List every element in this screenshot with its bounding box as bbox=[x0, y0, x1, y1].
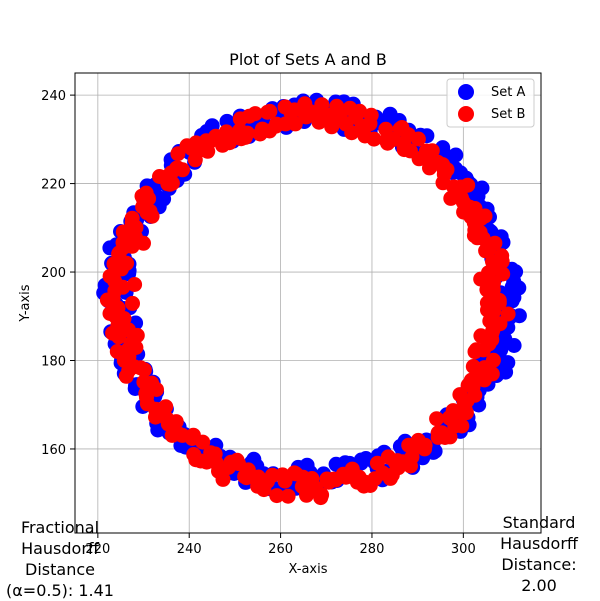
standard-hausdorff-annotation: Standard Hausdorff Distance: 2.00 bbox=[500, 513, 578, 595]
scatter-point-set-b bbox=[260, 104, 275, 120]
scatter-point-set-b bbox=[445, 403, 461, 419]
scatter-point-set-b bbox=[184, 141, 200, 156]
y-tick-label: 200 bbox=[41, 266, 66, 281]
scatter-point-set-b bbox=[429, 411, 445, 427]
scatter-point-set-b bbox=[124, 238, 140, 254]
scatter-point-set-b bbox=[500, 306, 516, 322]
scatter-point-set-b bbox=[435, 157, 451, 173]
scatter-point-set-b bbox=[136, 235, 151, 251]
chart-title: Plot of Sets A and B bbox=[229, 50, 387, 69]
scatter-point-set-b bbox=[417, 441, 433, 457]
data-points bbox=[96, 92, 527, 506]
scatter-point-set-b bbox=[487, 235, 503, 251]
scatter-point-set-b bbox=[485, 352, 501, 368]
scatter-point-set-b bbox=[430, 429, 446, 445]
scatter-point-set-b bbox=[160, 176, 176, 192]
scatter-point-set-b bbox=[491, 295, 507, 311]
legend-label-set-a: Set A bbox=[491, 85, 525, 100]
y-tick-label: 240 bbox=[41, 89, 66, 104]
scatter-point-set-b bbox=[193, 453, 209, 469]
scatter-point-set-b bbox=[280, 488, 296, 504]
scatter-point-set-b bbox=[127, 277, 143, 292]
legend-label-set-b: Set B bbox=[491, 107, 525, 122]
scatter-point-set-b bbox=[144, 208, 160, 224]
x-tick-label: 280 bbox=[360, 542, 385, 557]
fractional-hausdorff-annotation: Fractional Hausdorff Distance (α=0.5): 1… bbox=[6, 518, 114, 600]
scatter-point-set-b bbox=[171, 426, 187, 442]
scatter-point-set-b bbox=[195, 434, 211, 450]
y-tick-label: 220 bbox=[41, 178, 66, 193]
x-tick-label: 240 bbox=[177, 542, 202, 557]
scatter-point-set-b bbox=[468, 342, 484, 358]
scatter-point-set-b bbox=[232, 122, 248, 138]
x-axis-label: X-axis bbox=[289, 562, 328, 577]
legend-marker-set-a bbox=[458, 84, 474, 100]
scatter-point-set-b bbox=[125, 295, 140, 311]
scatter-point-set-b bbox=[203, 133, 218, 149]
scatter-point-set-b bbox=[269, 488, 285, 504]
axis-ticks: 220 240 260 280 300 160 180 200 220 240 bbox=[41, 89, 476, 557]
scatter-point-set-b bbox=[252, 126, 268, 142]
scatter-point-set-b bbox=[324, 119, 340, 135]
x-tick-label: 300 bbox=[451, 542, 476, 557]
y-tick-label: 180 bbox=[41, 355, 66, 370]
scatter-point-set-a bbox=[382, 106, 398, 122]
scatter-point-set-b bbox=[396, 140, 412, 156]
scatter-point-set-b bbox=[454, 418, 470, 434]
y-tick-label: 160 bbox=[41, 443, 66, 458]
legend-marker-set-b bbox=[458, 106, 474, 122]
scatter-point-set-b bbox=[187, 152, 203, 168]
scatter-point-set-b bbox=[115, 224, 131, 240]
scatter-point-set-b bbox=[479, 295, 495, 311]
scatter-point-set-b bbox=[311, 114, 327, 130]
x-tick-label: 220 bbox=[85, 542, 110, 557]
scatter-point-set-b bbox=[494, 248, 510, 264]
legend: Set A Set B bbox=[446, 78, 535, 128]
scatter-point-set-b bbox=[378, 121, 394, 137]
scatter-point-set-b bbox=[378, 133, 394, 148]
scatter-point-set-b bbox=[111, 329, 127, 345]
scatter-point-set-b bbox=[160, 416, 176, 432]
scatter-point-set-a bbox=[506, 289, 522, 305]
x-tick-label: 260 bbox=[268, 542, 293, 557]
scatter-point-set-b bbox=[342, 100, 358, 116]
plot-frame bbox=[74, 72, 542, 534]
scatter-point-set-b bbox=[314, 487, 330, 503]
scatter-point-set-b bbox=[170, 146, 186, 162]
scatter-point-set-b bbox=[362, 478, 378, 493]
scatter-point-set-b bbox=[463, 372, 479, 388]
scatter-point-set-b bbox=[215, 471, 231, 487]
scatter-point-set-b bbox=[465, 359, 481, 374]
scatter-point-set-b bbox=[133, 360, 148, 376]
scatter-point-set-b bbox=[118, 368, 134, 384]
scatter-point-set-b bbox=[277, 99, 293, 115]
scatter-point-set-b bbox=[149, 382, 164, 397]
y-axis-label: Y-axis bbox=[18, 284, 33, 322]
scatter-point-set-b bbox=[99, 292, 115, 308]
scatter-point-set-b bbox=[139, 396, 155, 412]
scatter-point-set-b bbox=[232, 111, 248, 127]
